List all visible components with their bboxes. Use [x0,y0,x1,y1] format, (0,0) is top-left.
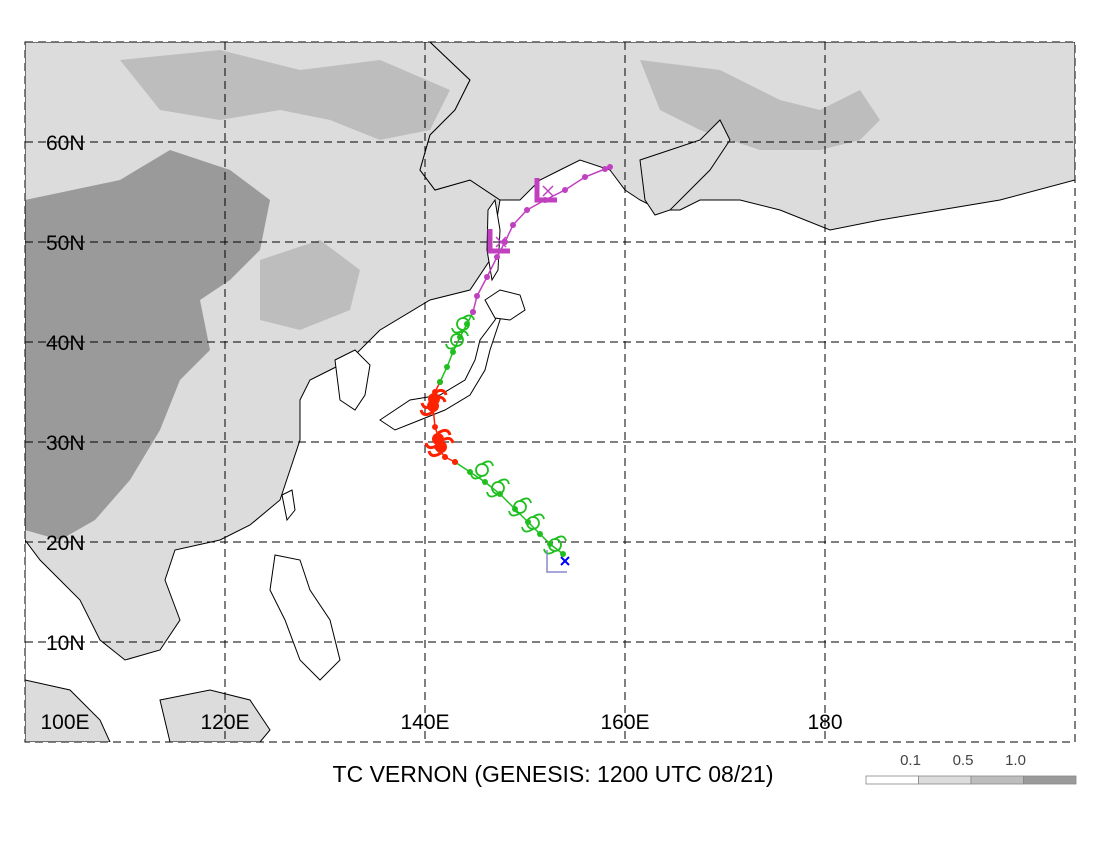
longitude-label: 140E [400,711,449,734]
terrain-dark [25,150,270,540]
storm-track [419,164,613,573]
extratropical-symbol [487,229,510,254]
land-malay [25,679,111,742]
legend-label: 0.1 [900,752,921,769]
gridlines [25,42,1075,742]
tropical-storm-symbol [521,513,545,533]
track-point [482,479,488,485]
latitude-label: 30N [46,432,85,455]
land-sakhalin [486,198,501,282]
legend-swatch [1023,775,1077,785]
kamchatka [639,119,731,216]
track-point [437,379,443,385]
track-point [510,222,516,228]
typhoon-symbol [424,428,452,450]
track-point [602,166,608,172]
longitude-label: 100E [40,711,89,734]
track-point [537,531,543,537]
track-point [444,364,450,370]
tropical-storm-symbol [508,497,532,517]
track-point [470,309,476,315]
legend-label: 1.0 [1005,752,1026,769]
track-point [484,274,490,280]
map-background [25,42,1075,742]
longitude-labels: 100E 120E 140E 160E 180 [40,711,842,734]
terrain-mid-2 [260,240,360,330]
tropical-storm-symbol [451,314,475,334]
latitude-label: 10N [46,632,85,655]
track-point [452,459,458,465]
tropical-storm-symbol [486,478,510,498]
legend-swatch [865,775,919,785]
track-point [607,164,613,170]
track-point [442,454,448,460]
track-point [432,424,438,430]
start-marker [546,550,567,573]
land-korea [334,349,371,411]
track-point [562,187,568,193]
track-point [560,551,566,557]
latitude-label: 50N [46,232,85,255]
land-taiwan [281,489,296,522]
legend-swatch [918,775,972,785]
extratropical-symbol [534,178,557,203]
track-segment [472,166,611,313]
latitude-label: 40N [46,332,85,355]
map-title: TC VERNON (GENESIS: 1200 UTC 08/21) [333,761,774,787]
tropical-storm-symbol [470,460,494,480]
terrain-mid-east [640,60,880,150]
longitude-label: 160E [600,711,649,734]
track-point [582,174,588,180]
track-point [524,207,530,213]
legend-swatch [970,775,1024,785]
track-point [450,349,456,355]
track-point [474,293,480,299]
land-philippines [269,554,341,681]
legend-label: 0.5 [953,752,974,769]
longitude-label: 180 [807,711,842,734]
latitude-labels: 10N 20N 30N 40N 50N 60N [46,132,85,655]
track-point [467,469,473,475]
land-borneo [159,689,271,742]
latitude-label: 20N [46,532,85,555]
latitude-label: 60N [46,132,85,155]
land-hokkaido [484,289,526,321]
typhoon-symbol [420,388,448,410]
genesis-marker [560,556,570,566]
map-frame [24,41,1076,743]
terrain-mid [120,50,450,140]
shading-legend: 0.1 0.5 1.0 [865,752,1077,785]
longitude-label: 120E [200,711,249,734]
track-point [494,254,500,260]
